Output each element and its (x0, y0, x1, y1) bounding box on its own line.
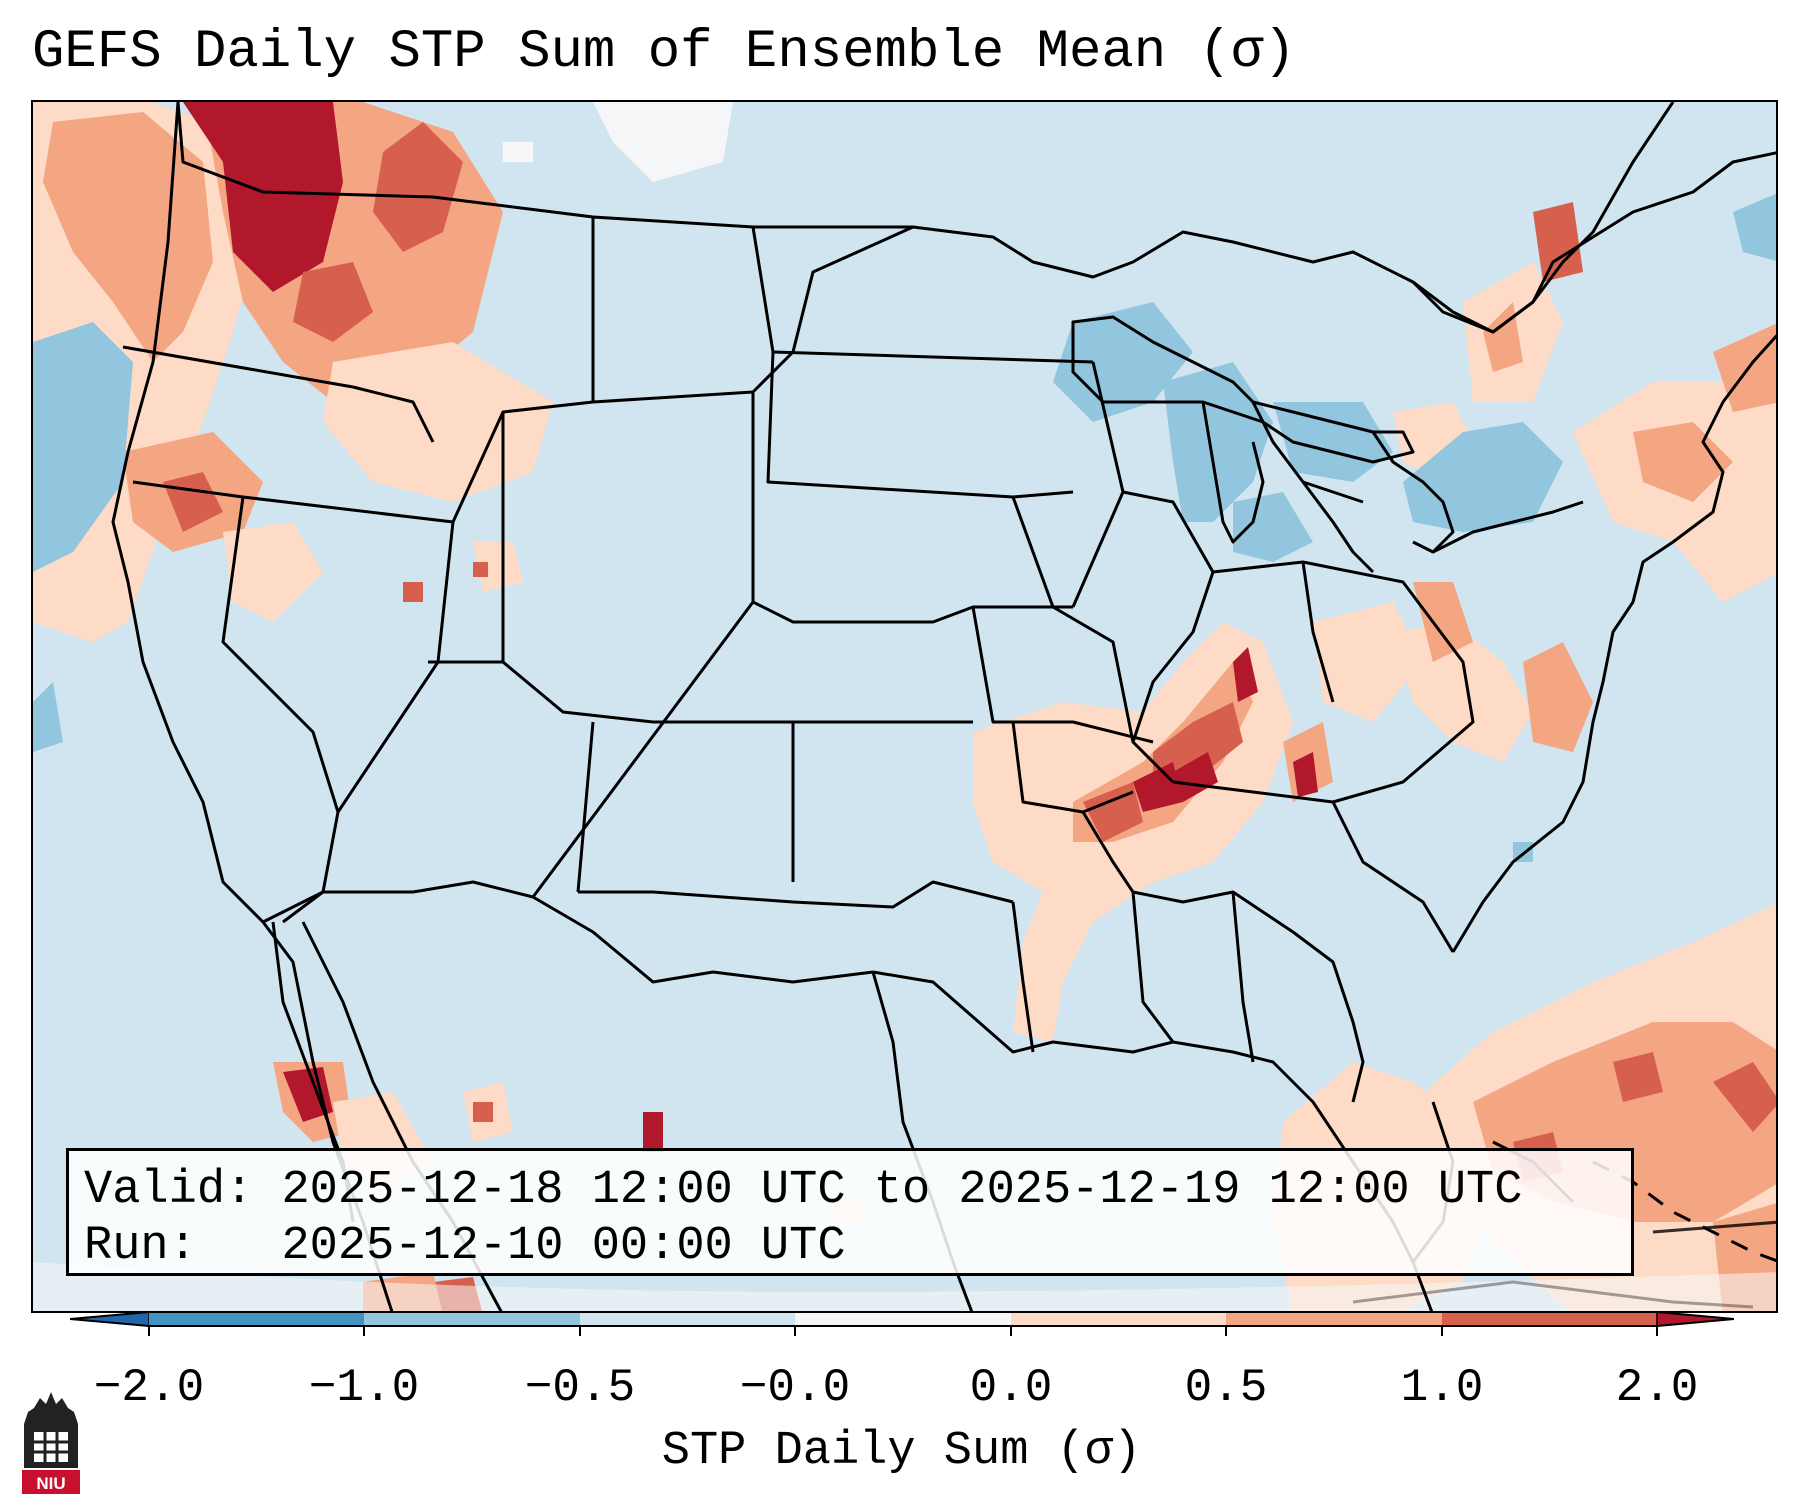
run-row: Run: 2025-12-10 00:00 UTC (84, 1219, 1631, 1275)
valid-time-range: 2025-12-18 12:00 UTC to 2025-12-19 12:00… (281, 1164, 1523, 1217)
stp-map (33, 102, 1776, 1311)
colorbar-tick-label: −1.0 (308, 1362, 420, 1414)
map-title: GEFS Daily STP Sum of Ensemble Mean (σ) (32, 22, 1296, 83)
colorbar-extend-low (70, 1311, 150, 1327)
colorbar-segment (1442, 1312, 1657, 1326)
colorbar-tick-label: 0.5 (1184, 1362, 1268, 1414)
colorbar-tick-marks (148, 1326, 1658, 1336)
colorbar-tick-label: 0.0 (969, 1362, 1053, 1414)
colorbar-tick-label: −2.0 (93, 1362, 205, 1414)
colorbar-tick-label: −0.5 (524, 1362, 636, 1414)
stp-map-panel (31, 100, 1778, 1313)
colorbar (70, 1311, 1734, 1336)
anomaly-shading (33, 102, 1776, 1311)
colorbar-tick-label: 1.0 (1400, 1362, 1484, 1414)
colorbar-tick-label: 2.0 (1615, 1362, 1699, 1414)
colorbar-segment (364, 1312, 580, 1326)
niu-tower-logo-icon: NIU (22, 1392, 80, 1494)
run-time: 2025-12-10 00:00 UTC (281, 1220, 846, 1273)
colorbar-label: STP Daily Sum (σ) (661, 1425, 1142, 1478)
valid-row: Valid: 2025-12-18 12:00 UTC to 2025-12-1… (84, 1163, 1631, 1219)
colorbar-tick-label: −0.0 (739, 1362, 851, 1414)
colorbar-segment (1226, 1312, 1442, 1326)
colorbar-segments (70, 1311, 1734, 1327)
colorbar-segment (580, 1312, 795, 1326)
colorbar-extend-high (1656, 1311, 1734, 1327)
valid-label: Valid: (84, 1164, 254, 1217)
logo-text: NIU (36, 1474, 65, 1493)
colorbar-segment (149, 1312, 364, 1326)
colorbar-segment (795, 1312, 1011, 1326)
colorbar-segment (1011, 1312, 1226, 1326)
run-label: Run: (84, 1220, 197, 1273)
validity-info-box: Valid: 2025-12-18 12:00 UTC to 2025-12-1… (66, 1148, 1634, 1276)
